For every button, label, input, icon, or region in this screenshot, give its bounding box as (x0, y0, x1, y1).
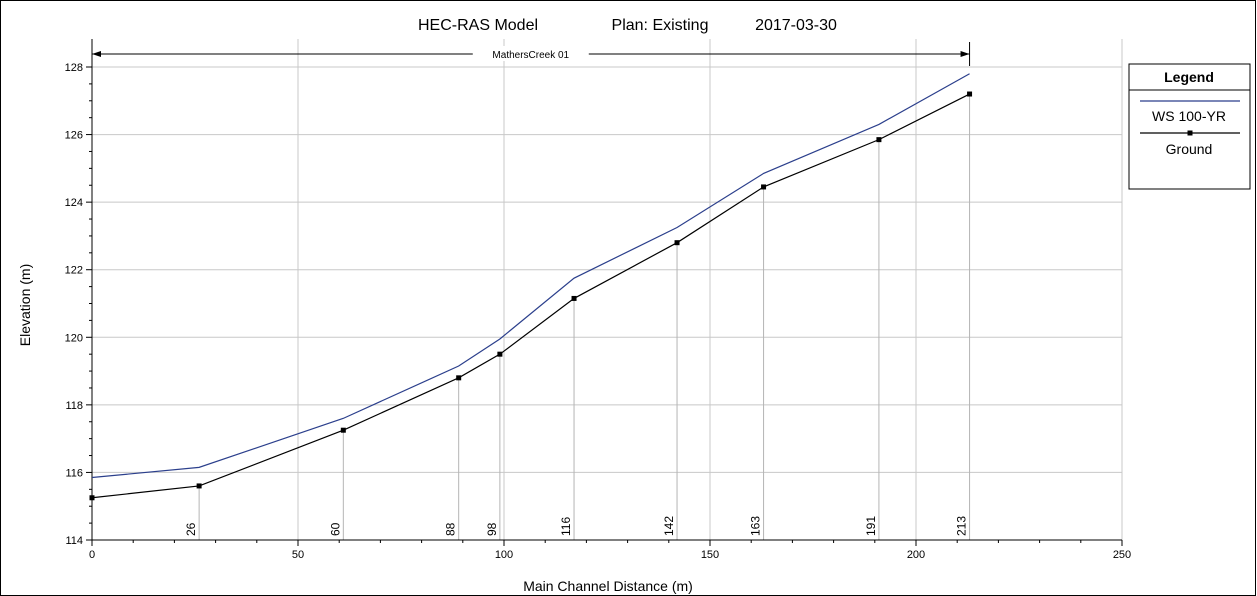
ground-point (967, 91, 973, 97)
station-label: 142 (662, 516, 676, 536)
reach-arrow-right (960, 51, 970, 57)
legend-ground-marker (1187, 130, 1193, 136)
ground-point (674, 240, 680, 246)
reach-arrow-left (92, 51, 101, 57)
legend: Legend WS 100-YR Ground (1128, 63, 1251, 190)
station-label: 98 (485, 522, 499, 536)
reach-extent: MathersCreek 01 (91, 42, 971, 66)
data-series (89, 73, 973, 501)
ground-point (761, 184, 767, 190)
legend-box (1128, 63, 1251, 190)
station-label: 213 (955, 516, 969, 536)
ground-point (456, 375, 462, 381)
station-label: 26 (184, 522, 198, 536)
y-tick-label: 122 (65, 265, 83, 277)
y-tick-label: 118 (65, 400, 83, 412)
x-tick-label: 50 (292, 549, 304, 561)
station-label: 60 (328, 522, 342, 536)
x-tick-label: 0 (89, 549, 95, 561)
y-tick-label: 126 (65, 130, 83, 142)
station-markers: 26 60 88 98 116 142 163 191 213 (184, 94, 971, 540)
reach-label-bg (472, 46, 589, 61)
station-label: 116 (559, 517, 573, 536)
ground-point (571, 295, 577, 301)
gridlines (91, 39, 1123, 541)
x-tick-label: 100 (495, 549, 513, 561)
x-tick-label: 250 (1113, 549, 1131, 561)
y-tick-label: 124 (65, 197, 83, 209)
y-axis-label: Elevation (m) (17, 264, 33, 346)
reach-label: MathersCreek 01 (492, 50, 569, 61)
ground-point (876, 137, 882, 143)
chart-title-date: 2017-03-30 (755, 17, 837, 34)
legend-ground-label: Ground (1166, 141, 1213, 157)
station-label: 88 (444, 522, 458, 536)
y-tick-label: 128 (65, 62, 83, 74)
y-tick-label: 116 (65, 467, 83, 479)
ground-point (89, 495, 95, 501)
station-label: 163 (749, 516, 763, 536)
x-axis-label: Main Channel Distance (m) (523, 578, 693, 594)
x-tick-label: 200 (907, 549, 925, 561)
y-tick-label: 120 (65, 332, 83, 344)
legend-title: Legend (1164, 69, 1214, 85)
axes: 0 50 100 150 200 250 114 116 118 120 122 124 126 128 (65, 39, 1131, 561)
y-tick-label: 114 (65, 535, 83, 547)
ground-point (340, 427, 346, 433)
ground-line (91, 93, 970, 499)
station-label: 191 (864, 516, 878, 536)
ws-100yr-line (91, 73, 970, 479)
chart-title-plan: Plan: Existing (612, 17, 709, 34)
chart-title-model: HEC-RAS Model (418, 17, 538, 34)
x-tick-label: 150 (701, 549, 719, 561)
ground-point (497, 351, 503, 357)
ground-point (196, 483, 202, 489)
legend-ws-label: WS 100-YR (1152, 108, 1226, 124)
